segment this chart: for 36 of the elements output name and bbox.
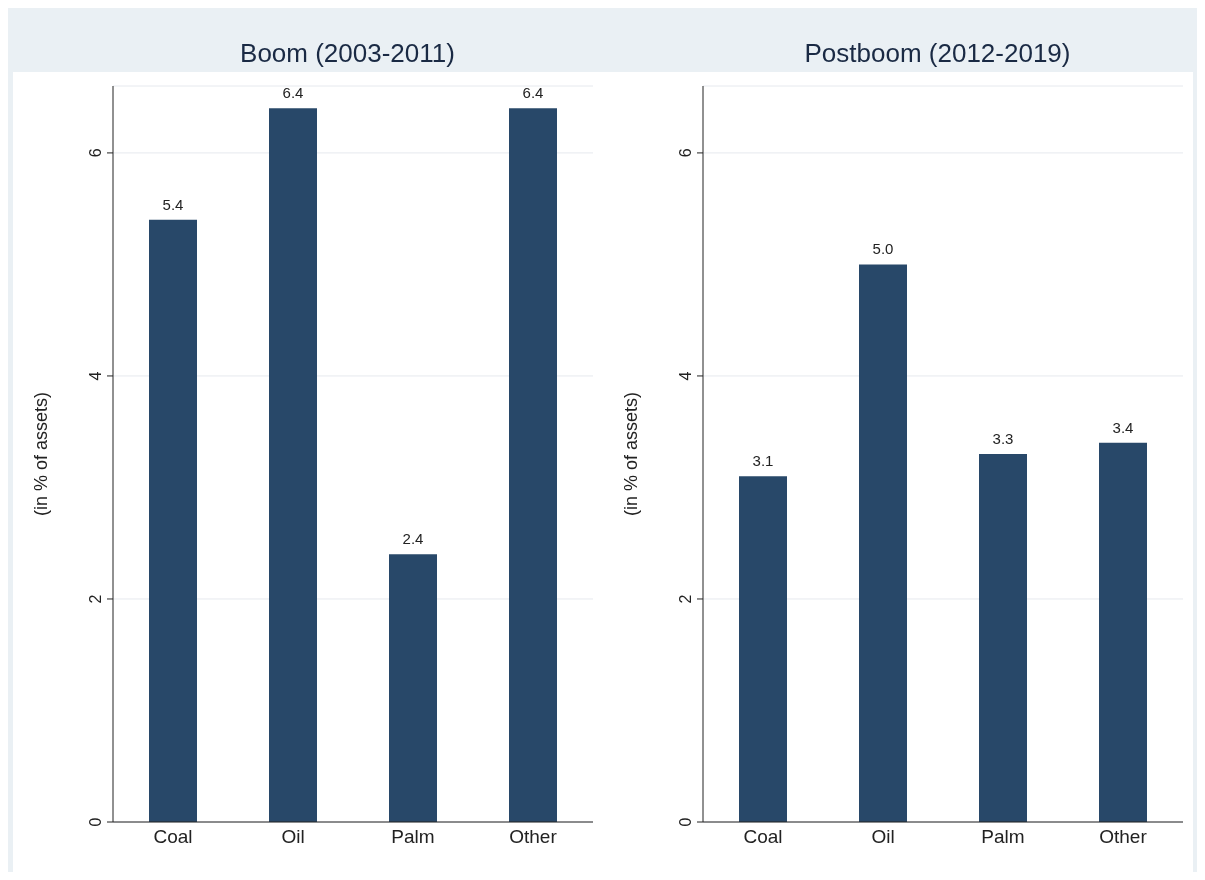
y-tick-label: 2 (86, 594, 104, 604)
y-tick-label: 4 (86, 371, 104, 381)
y-axis-title: (in % of assets) (30, 391, 51, 517)
data-label: 6.4 (522, 84, 543, 102)
x-tick-label: Palm (390, 826, 435, 848)
y-axis-title: (in % of assets) (620, 391, 641, 517)
chart-title: Boom (2003-2011) (239, 38, 456, 70)
x-tick-label: Coal (742, 826, 783, 848)
data-label: 2.4 (402, 530, 423, 548)
chart-title: Postboom (2012-2019) (803, 38, 1072, 70)
y-tick-label: 6 (676, 148, 694, 158)
x-tick-label: Coal (152, 826, 193, 848)
x-tick-label: Oil (870, 826, 895, 848)
bar (858, 264, 907, 822)
y-tick-label: 0 (86, 817, 104, 827)
bar (148, 219, 197, 822)
y-tick-label: 2 (676, 594, 694, 604)
x-tick-label: Palm (980, 826, 1025, 848)
x-tick-label: Other (1098, 826, 1147, 848)
y-tick-label: 6 (86, 148, 104, 158)
data-label: 3.3 (992, 430, 1013, 447)
data-label: 5.0 (872, 240, 893, 258)
data-label: 3.1 (752, 452, 773, 470)
bar (388, 554, 437, 822)
bar (1098, 442, 1147, 822)
bar (738, 476, 787, 822)
x-tick-label: Oil (280, 826, 305, 848)
data-label: 3.4 (1112, 418, 1133, 436)
y-tick-label: 4 (676, 371, 694, 381)
data-label: 5.4 (162, 195, 183, 213)
x-tick-label: Other (508, 826, 557, 848)
bar (268, 108, 317, 822)
data-label: 6.4 (282, 84, 303, 102)
bar (978, 454, 1027, 822)
bar (508, 108, 557, 822)
y-tick-label: 0 (676, 817, 694, 827)
